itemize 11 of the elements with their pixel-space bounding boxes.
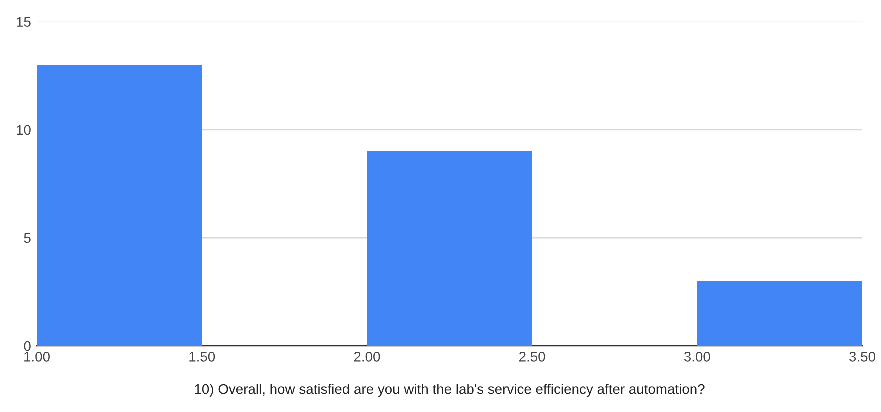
- x-tick-label: 1.50: [190, 352, 216, 362]
- y-tick-label: 15: [17, 17, 31, 28]
- y-tick-label: 0: [24, 341, 31, 352]
- x-axis-title: 10) Overall, how satisfied are you with the lab's service efficiency after automation?: [195, 384, 705, 397]
- x-tick-label: 3.00: [684, 352, 710, 362]
- x-tick-label: 1.00: [24, 352, 50, 362]
- x-tick-label: 2.00: [354, 352, 380, 362]
- y-tick-label: 10: [17, 125, 31, 136]
- x-tick-label: 3.50: [850, 352, 876, 362]
- x-tick-label: 2.50: [519, 352, 546, 362]
- y-tick-label: 5: [24, 233, 31, 244]
